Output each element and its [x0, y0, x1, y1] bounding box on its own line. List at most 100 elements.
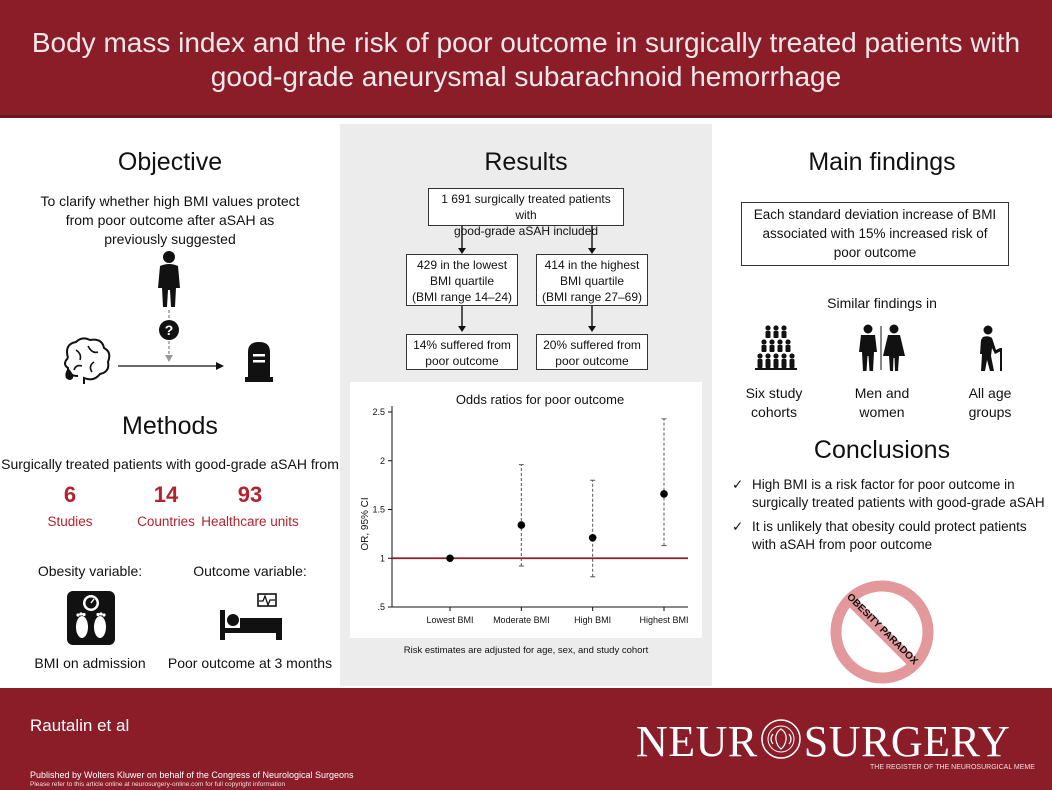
chart-point [660, 490, 668, 498]
arrow-right-icon [118, 362, 224, 370]
chart-y-tick-label: 1.5 [372, 505, 385, 515]
main-finding-box: Each standard deviation increase of BMI … [741, 202, 1009, 266]
left-panel: Objective To clarify whether high BMI va… [0, 124, 340, 686]
flow-box-lowest-outcome-line-1: 14% suffered from [413, 338, 511, 352]
chart-point [446, 554, 454, 563]
flow-box-highest-outcome-line-1: 20% suffered from [543, 338, 641, 352]
conclusion-item-1: ✓ High BMI is a risk factor for poor out… [732, 476, 1052, 514]
group-sex-line-1: Men and [854, 385, 910, 401]
group-cohorts-line-2: cohorts [751, 404, 797, 420]
conclusion-2-line-2: with aSAH from poor outcome [752, 537, 933, 552]
objective-title: Objective [117, 148, 223, 176]
publisher-note: Published by Wolters Kluwer on behalf of… [30, 770, 354, 780]
man-woman-icon [859, 324, 905, 371]
chart-x-tick-label: Lowest BMI [426, 615, 473, 625]
group-cohorts-label: Six study cohorts [732, 384, 816, 422]
chart-point [517, 521, 526, 529]
journal-tagline: THE REGISTER OF THE NEUROSURGICAL MEME [870, 764, 1035, 771]
journal-logo-left: NEUR [636, 717, 758, 766]
conclusions-title: Conclusions [813, 436, 951, 464]
flow-box-highest-outcome-line-2: poor outcome [555, 354, 629, 368]
obesity-variable-label: Obesity variable: [37, 563, 143, 579]
methods-title: Methods [122, 412, 218, 440]
conclusion-2-line-1: It is unlikely that obesity could protec… [752, 519, 1027, 534]
journal-logo: NEUR SURGERY [636, 716, 1010, 767]
objective-line-1: To clarify whether high BMI values prote… [40, 193, 300, 209]
stat-countries-label: Countries [137, 514, 195, 529]
main-finding-line-2: associated with 15% increased risk of [762, 226, 988, 241]
person-icon [158, 251, 180, 307]
chart-y-tick-label: 1 [380, 553, 385, 563]
chart-x-tick-label: Moderate BMI [493, 615, 550, 625]
check-icon: ✓ [732, 519, 744, 534]
group-sex-label: Men and women [840, 384, 924, 422]
conclusion-item-2: ✓ It is unlikely that obesity could prot… [732, 518, 1052, 556]
objective-line-3: previously suggested [104, 231, 236, 247]
journal-logo-right: SURGERY [803, 717, 1011, 766]
stat-units-number: 93 [237, 482, 263, 507]
page-title: Body mass index and the risk of poor out… [30, 26, 1022, 94]
chart-y-tick-label: .5 [377, 602, 385, 612]
scale-icon [67, 591, 115, 645]
stat-studies-label: Studies [47, 514, 93, 529]
question-icon: ? [159, 310, 179, 362]
hospital-bed-icon [220, 593, 282, 640]
stat-units-label: Healthcare units [201, 514, 299, 529]
chart-title: Odds ratios for poor outcome [456, 392, 624, 407]
footer-banner: Rautalin et al NEUR SURGERY THE REGISTER… [0, 688, 1052, 790]
chart-x-tick-label: Highest BMI [639, 615, 688, 625]
tombstone-icon [245, 342, 273, 382]
results-footnote: Risk estimates are adjusted for age, sex… [403, 645, 649, 656]
flow-box-lowest-line-3: (BMI range 14–24) [411, 290, 513, 304]
stat-studies-number: 6 [63, 482, 77, 507]
conclusion-1-text: High BMI is a risk factor for poor outco… [752, 476, 1045, 512]
flow-box-total: 1 691 surgically treated patients with g… [428, 188, 624, 238]
svg-text:?: ? [165, 322, 174, 338]
flow-box-lowest-outcome: 14% suffered from poor outcome [406, 334, 518, 370]
flow-box-lowest-line-2: BMI quartile [429, 274, 495, 288]
flow-box-lowest: 429 in the lowest BMI quartile (BMI rang… [406, 254, 518, 306]
objective-line-2: from poor outcome after aSAH as [65, 212, 275, 228]
flow-box-lowest-line-1: 429 in the lowest [416, 258, 508, 272]
brain-icon [64, 337, 111, 384]
chart-y-tick-label: 2 [380, 456, 385, 466]
copyright-note: Please refer to this article online at n… [30, 781, 286, 788]
conclusion-1-line-1: High BMI is a risk factor for poor outco… [752, 477, 1015, 492]
conclusion-2-text: It is unlikely that obesity could protec… [752, 518, 1027, 554]
prohibition-icon [830, 580, 934, 684]
flow-box-lowest-outcome-line-2: poor outcome [425, 354, 499, 368]
chart-point [588, 533, 597, 542]
people-group-icon [755, 325, 797, 370]
chart-x-tick-label: High BMI [574, 615, 611, 625]
main-finding-line-3: poor outcome [833, 245, 917, 260]
flow-arrows [458, 226, 596, 332]
check-icon: ✓ [732, 477, 744, 492]
objective-text: To clarify whether high BMI values prote… [0, 192, 340, 249]
main-findings-title: Main findings [808, 148, 956, 176]
outcome-variable-value: Poor outcome at 3 months [167, 655, 333, 671]
main-finding-line-1: Each standard deviation increase of BMI [753, 207, 997, 222]
outcome-variable-label: Outcome variable: [193, 563, 307, 579]
flow-box-highest-line-3: (BMI range 27–69) [541, 290, 643, 304]
chart-background [350, 382, 702, 638]
flow-box-total-line-2: good-grade aSAH included [453, 224, 599, 238]
similar-findings-label: Similar findings in [827, 295, 937, 311]
flow-box-highest-line-1: 414 in the highest [544, 258, 640, 272]
flow-box-highest-line-2: BMI quartile [559, 274, 625, 288]
group-age-label: All age groups [948, 384, 1032, 422]
obesity-variable-value: BMI on admission [34, 655, 146, 671]
chart-y-axis-label: OR, 95% CI [360, 497, 371, 550]
flow-box-highest-outcome: 20% suffered from poor outcome [536, 334, 648, 370]
middle-panel: Results 1 691 surgically treated patient… [340, 124, 712, 686]
title-line-2: good-grade aneurysmal subarachnoid hemor… [210, 61, 842, 92]
flow-box-total-line-1: 1 691 surgically treated patients with [441, 192, 611, 222]
congress-seal-icon [761, 719, 801, 759]
group-age-line-2: groups [968, 404, 1012, 420]
author-credit: Rautalin et al [30, 716, 130, 735]
group-age-line-1: All age [968, 385, 1012, 401]
obesity-paradox-stamp: OBESITY PARADOX [828, 578, 936, 686]
methods-intro: Surgically treated patients with good-gr… [1, 456, 339, 472]
stat-countries-number: 14 [153, 482, 179, 507]
elderly-person-icon [980, 325, 1002, 371]
header-banner: Body mass index and the risk of poor out… [0, 0, 1052, 118]
